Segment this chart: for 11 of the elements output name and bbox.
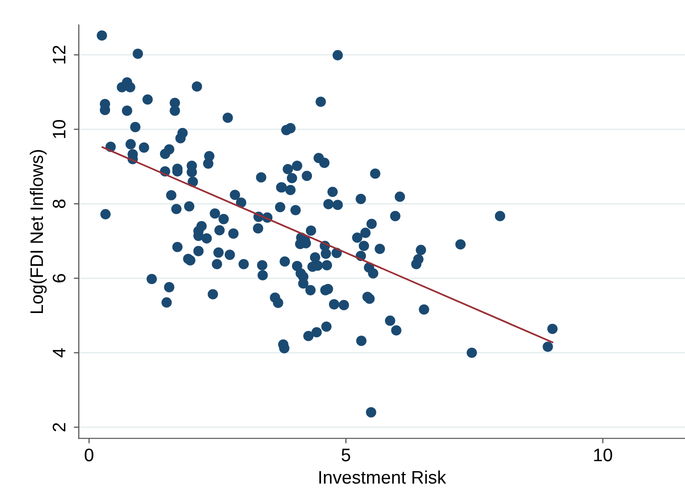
y-tick-label: 10	[52, 120, 66, 138]
y-tick-label: 12	[52, 46, 66, 64]
y-tick-label: 2	[52, 423, 66, 432]
x-tick-label: 0	[84, 448, 94, 462]
y-tick-label: 8	[52, 200, 66, 208]
y-tick-label: 6	[52, 274, 66, 282]
x-tick-label: 10	[594, 448, 612, 462]
y-tick-label: 4	[52, 348, 66, 358]
y-axis-title: Log(FDI Net Inflows)	[30, 150, 47, 314]
x-tick-label: 5	[342, 448, 350, 462]
x-axis-title: Investment Risk	[319, 470, 446, 484]
